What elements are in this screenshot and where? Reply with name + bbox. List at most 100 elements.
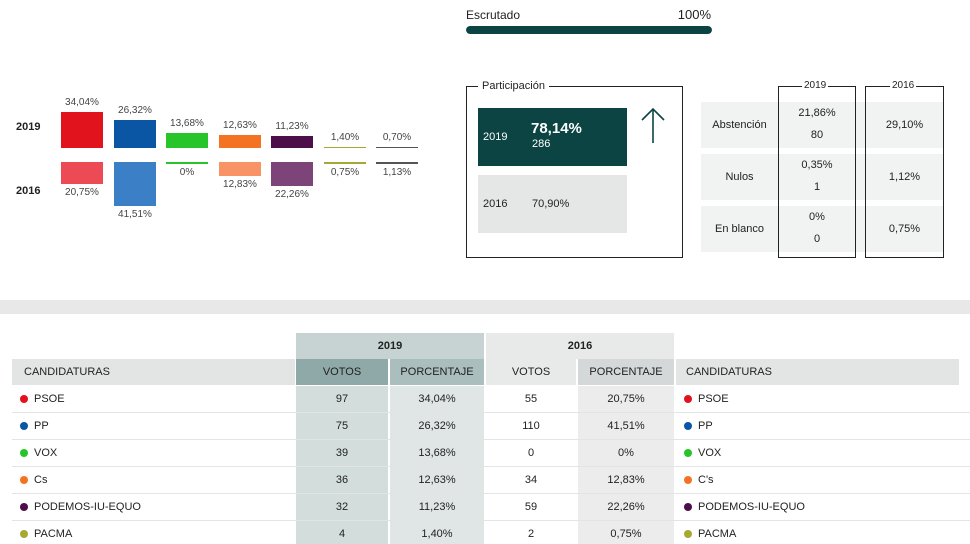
bar-2016-cs bbox=[219, 162, 261, 176]
section-divider bbox=[0, 300, 970, 314]
pct-2019-podemos-iu-equo: 11,23% bbox=[390, 494, 484, 520]
row-divider bbox=[12, 466, 970, 467]
cand-2019-pp: PP bbox=[12, 413, 295, 439]
participacion-2019-card: 2019 78,14% 286 bbox=[478, 108, 627, 166]
participacion-title: Participación bbox=[478, 80, 549, 92]
stats-2016-header: 2016 bbox=[890, 80, 917, 91]
bar-2019-podemos-iu-equo bbox=[271, 136, 313, 148]
pct-2019-vox: 13,68% bbox=[390, 440, 484, 466]
bar-label-2016-otros: 1,13% bbox=[382, 166, 412, 178]
cand-2016-name: C's bbox=[698, 474, 714, 486]
bar-2016-otros bbox=[376, 162, 418, 164]
cand-2019-psoe: PSOE bbox=[12, 386, 295, 412]
party-color-dot bbox=[684, 422, 692, 430]
row-divider bbox=[12, 520, 970, 521]
cand-2016-name: PSOE bbox=[698, 393, 729, 405]
bar-2016-vox bbox=[166, 162, 208, 164]
cand-2016-podemos-iu-equo: PODEMOS-IU-EQUO bbox=[676, 494, 959, 520]
votos-2019-cs: 36 bbox=[296, 467, 388, 493]
bar-label-2016-vox: 0% bbox=[179, 166, 195, 178]
bar-2019-pacma bbox=[324, 146, 366, 148]
party-color-dot bbox=[684, 530, 692, 538]
bar-2019-otros bbox=[376, 146, 418, 148]
participacion-2019-year: 2019 bbox=[483, 131, 508, 143]
party-color-dot bbox=[20, 476, 28, 484]
stats-2019-num-en-blanco: 0 bbox=[813, 233, 821, 245]
bar-2019-psoe bbox=[61, 111, 103, 148]
stats-2019-header: 2019 bbox=[802, 80, 829, 91]
bar-2019-pp bbox=[114, 120, 156, 148]
pct-2019-cs: 12,63% bbox=[390, 467, 484, 493]
bar-label-2019-otros: 0,70% bbox=[382, 131, 412, 143]
cand-2019-vox: VOX bbox=[12, 440, 295, 466]
bar-label-2019-pp: 26,32% bbox=[118, 105, 152, 117]
table-row: PSOE 97 34,04% 55 20,75% PSOE bbox=[0, 386, 970, 412]
stats-name-en-blanco: En blanco bbox=[715, 223, 764, 235]
participacion-box bbox=[466, 86, 683, 258]
pct-2016-pp: 41,51% bbox=[578, 413, 674, 439]
bar-label-2016-pacma: 0,75% bbox=[330, 166, 360, 178]
cand-2016-psoe: PSOE bbox=[676, 386, 959, 412]
bar-label-2016-pp: 41,51% bbox=[118, 209, 152, 220]
stats-2016-column-box bbox=[865, 86, 944, 258]
col-candidaturas-left: CANDIDATURAS bbox=[12, 359, 295, 385]
row-divider bbox=[12, 493, 970, 494]
cand-2016-name: PACMA bbox=[698, 528, 737, 540]
participacion-2019-pct: 78,14% bbox=[531, 120, 582, 137]
bar-2016-psoe bbox=[61, 162, 103, 184]
party-color-dot bbox=[20, 395, 28, 403]
cand-2019-name: PP bbox=[34, 420, 49, 432]
escrutado-progress-fill bbox=[466, 26, 712, 34]
stats-2019-pct-en-blanco: 0% bbox=[809, 211, 825, 223]
party-color-dot bbox=[684, 395, 692, 403]
stats-row-nulos bbox=[701, 154, 943, 200]
row-divider bbox=[12, 412, 970, 413]
bar-label-2016-psoe: 20,75% bbox=[65, 186, 99, 198]
party-color-dot bbox=[20, 503, 28, 511]
party-color-dot bbox=[684, 503, 692, 511]
pct-2016-pacma: 0,75% bbox=[578, 521, 674, 544]
votos-2019-podemos-iu-equo: 32 bbox=[296, 494, 388, 520]
col-votos-2016: VOTOS bbox=[486, 359, 576, 385]
cand-2019-cs: Cs bbox=[12, 467, 295, 493]
participacion-2016-pct: 70,90% bbox=[532, 198, 570, 210]
bars-year-2016-label: 2016 bbox=[16, 185, 41, 197]
stats-name-abstenci-n: Abstención bbox=[712, 119, 767, 131]
pct-2019-psoe: 34,04% bbox=[390, 386, 484, 412]
pct-2016-psoe: 20,75% bbox=[578, 386, 674, 412]
bar-label-2019-pacma: 1,40% bbox=[330, 131, 360, 143]
cand-2019-podemos-iu-equo: PODEMOS-IU-EQUO bbox=[12, 494, 295, 520]
stats-2019-pct-abstenci-n: 21,86% bbox=[798, 107, 836, 119]
bar-2016-podemos-iu-equo bbox=[271, 162, 313, 186]
votos-2019-pp: 75 bbox=[296, 413, 388, 439]
cand-2016-name: PODEMOS-IU-EQUO bbox=[698, 501, 805, 513]
cand-2019-pacma: PACMA bbox=[12, 521, 295, 544]
col-candidaturas-right: CANDIDATURAS bbox=[676, 359, 959, 385]
cand-2016-name: VOX bbox=[698, 447, 722, 459]
pct-2019-pp: 26,32% bbox=[390, 413, 484, 439]
votos-2016-cs: 34 bbox=[524, 474, 538, 486]
table-row: PACMA 4 1,40% 2 0,75% PACMA bbox=[0, 521, 970, 544]
cand-2016-name: PP bbox=[698, 420, 713, 432]
cand-2016-pacma: PACMA bbox=[676, 521, 959, 544]
votos-2016-pacma: 2 bbox=[527, 528, 535, 540]
cand-2016-vox: VOX bbox=[676, 440, 959, 466]
table-row: VOX 39 13,68% 0 0% VOX bbox=[0, 440, 970, 466]
bars-year-2019-label: 2019 bbox=[16, 121, 41, 133]
party-color-dot bbox=[20, 449, 28, 457]
bar-label-2016-cs: 12,83% bbox=[223, 178, 257, 190]
cand-2019-name: PODEMOS-IU-EQUO bbox=[34, 501, 141, 513]
pct-2016-podemos-iu-equo: 22,26% bbox=[578, 494, 674, 520]
escrutado-value: 100% bbox=[677, 7, 711, 22]
results-2016-header: 2016 bbox=[486, 333, 674, 359]
escrutado-label: Escrutado bbox=[466, 8, 521, 22]
stats-row-abstenci-n bbox=[701, 102, 943, 148]
votos-2019-psoe: 97 bbox=[296, 386, 388, 412]
stats-name-nulos: Nulos bbox=[725, 171, 754, 183]
bar-label-2019-podemos-iu-equo: 11,23% bbox=[275, 121, 309, 133]
party-color-dot bbox=[684, 476, 692, 484]
party-color-dot bbox=[20, 422, 28, 430]
cand-2019-name: PACMA bbox=[34, 528, 73, 540]
pct-2016-cs: 12,83% bbox=[578, 467, 674, 493]
votos-2019-pacma: 4 bbox=[296, 521, 388, 544]
